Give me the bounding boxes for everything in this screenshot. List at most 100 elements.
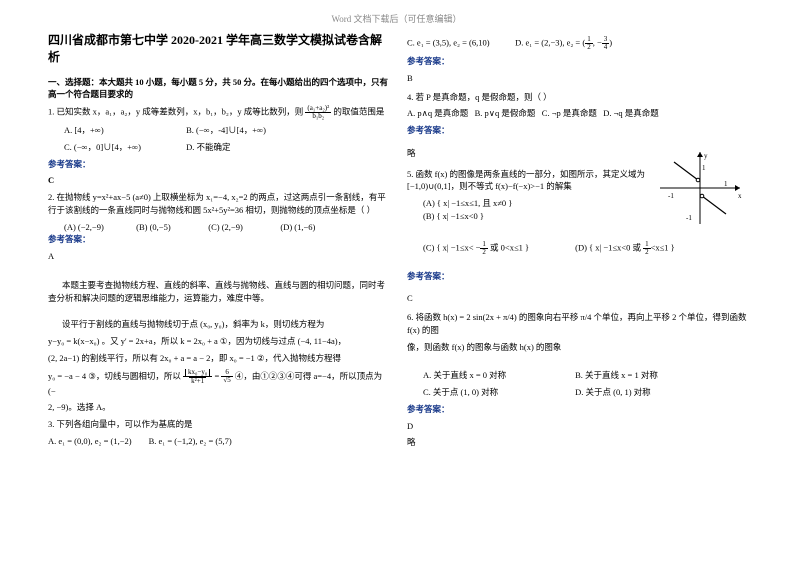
q2-A: (A) (−2,−9) xyxy=(64,221,134,234)
q1-row2: C. (−∞，0]∪[4，+∞) D. 不能确定 xyxy=(48,141,389,154)
q2-abs: kx₀−y₀ xyxy=(185,369,210,376)
q2-expl5: 2, −9)。选择 A。 xyxy=(48,401,389,414)
seg2-open xyxy=(700,194,704,198)
q6-row1: A. 关于直线 x = 0 对称 B. 关于直线 x = 1 对称 xyxy=(407,369,748,382)
q2-expl2: 设平行于割线的直线与抛物线切于点 (x₀, y₀)，斜率为 k，则切线方程为 xyxy=(48,318,389,331)
q4-C: C. ¬p 是真命题 xyxy=(542,108,597,118)
q1-optA: A. [4，+∞) xyxy=(64,124,184,137)
left-column: 四川省成都市第七中学 2020-2021 学年高三数学文模拟试卷含解析 一、选择… xyxy=(48,32,389,453)
q3-C-e1: e₁ = (3,5), e₂ = (6,10) xyxy=(417,37,490,47)
page-root: Word 文档下载后（可任意编辑） 四川省成都市第七中学 2020-2021 学… xyxy=(0,0,793,561)
q5-D: (D) { x| −1≤x<0 或 12<x≤1 } xyxy=(575,241,695,256)
q4-B: B. p∨q 是假命题 xyxy=(475,108,536,118)
q3-B-pre: B. xyxy=(149,436,159,446)
q4-opts: A. p∧q 是真命题 B. p∨q 是假命题 C. ¬p 是真命题 D. ¬q… xyxy=(407,107,748,120)
q3-D-frac1: 12 xyxy=(585,36,593,51)
q5-ans: C xyxy=(407,292,748,305)
q6-stem-a: 6. 将函数 xyxy=(407,312,443,322)
q1-ans-label: 参考答案： xyxy=(48,158,389,171)
q6-D: D. 关于点 (0, 1) 对称 xyxy=(575,386,695,399)
doc-header: Word 文档下载后（可任意编辑） xyxy=(0,12,793,25)
q3-A-e1: e₁ = (0,0), e₂ = (1,−2) xyxy=(58,436,131,446)
q4-D: D. ¬q 是真命题 xyxy=(603,108,659,118)
q3-row1: A. e₁ = (0,0), e₂ = (1,−2) B. e₁ = (−1,2… xyxy=(48,435,389,448)
q5-D-pre: (D) { x| −1≤x<0 或 xyxy=(575,242,643,252)
x-label: x xyxy=(738,192,742,200)
spacer3 xyxy=(407,137,748,143)
q6-ans2: 略 xyxy=(407,436,748,449)
q5-D-frac: 12 xyxy=(643,241,651,256)
q6-row2: C. 关于点 (1, 0) 对称 D. 关于点 (0, 1) 对称 xyxy=(407,386,748,399)
q6-stem-fx: h(x) = 2 sin(2x + π/4) xyxy=(443,312,517,322)
q4-A: A. p∧q 是真命题 xyxy=(407,108,468,118)
q4-ans-label: 参考答案： xyxy=(407,124,748,137)
q1-optB: B. (−∞，-4]∪[4，+∞) xyxy=(186,124,306,137)
q2-rhs-frac: 6 √5 xyxy=(221,369,232,384)
q2-expl4a: y₀ = −a − 4 ③，切线与圆相切，所以 xyxy=(48,371,181,381)
q6-ans-label: 参考答案： xyxy=(407,403,748,416)
right-column: C. e₁ = (3,5), e₂ = (6,10) D. e₁ = (2,−3… xyxy=(407,32,748,453)
q5-C: (C) { x| −1≤x< −12 或 0<x≤1 } xyxy=(423,241,573,256)
q2-rhs-den: √5 xyxy=(221,377,232,384)
spacer5b xyxy=(407,282,748,288)
one-y-label: 1 xyxy=(702,164,706,172)
q1-frac: (a₁+a₂)² b₁b₂ xyxy=(305,105,331,120)
q1-optD: D. 不能确定 xyxy=(186,141,306,154)
q5-C-frac: 12 xyxy=(480,241,488,256)
q2-B: (B) (0,−5) xyxy=(136,221,206,234)
q1-frac-den: b₁b₂ xyxy=(305,113,331,120)
q2-ans: A xyxy=(48,250,389,263)
q1-optC: C. (−∞，0]∪[4，+∞) xyxy=(64,141,184,154)
q5-C-pre: (C) { x| −1≤x< − xyxy=(423,242,480,252)
q2-opts: (A) (−2,−9) (B) (0,−5) (C) (2,−9) (D) (1… xyxy=(48,221,389,234)
q3-C-pre: C. xyxy=(407,37,417,47)
q2-stem: 2. 在抛物线 y=x²+ax−5 (a≠0) 上取横坐标为 x₁=−4, x₂… xyxy=(48,191,389,217)
q3-ans-label: 参考答案： xyxy=(407,55,748,68)
q2-sqrt: k²+1 xyxy=(189,377,206,385)
q3-B-e1: e₁ = (−1,2), e₂ = (5,7) xyxy=(159,436,232,446)
q5-C-mid: 或 0<x≤1 } xyxy=(488,242,529,252)
seg1-open xyxy=(696,178,700,182)
seg1 xyxy=(674,162,698,180)
q5-B: (B) { x| −1≤x<0 } xyxy=(423,210,543,223)
q3-A-pre: A. xyxy=(48,436,58,446)
q2-expl2b: y−y₀ = k(x−x₀) 。又 y' = 2x+a，所以 k = 2x₀ +… xyxy=(48,335,389,348)
q2-tan-frac: kx₀−y₀ k²+1 xyxy=(183,369,212,385)
q6-stem-c: 像，则函数 f(x) 的图象与函数 h(x) 的图象 xyxy=(407,341,748,354)
q6-B: B. 关于直线 x = 1 对称 xyxy=(575,369,695,382)
q2-expl3: (2, 2a−1) 的割线平行，所以有 2x₀ + a = a − 2，即 x₀… xyxy=(48,352,389,365)
x-arrow xyxy=(735,185,740,191)
q5-A: (A) { x| −1≤x≤1, 且 x≠0 } xyxy=(423,197,553,210)
q2-expl2a: 设平行于割线的直线与抛物线切于点 (x₀, y₀)，斜率为 k，则切线方程为 xyxy=(62,319,324,329)
q2-D: (D) (1,−6) xyxy=(280,221,350,234)
q6-C: C. 关于点 (1, 0) 对称 xyxy=(423,386,573,399)
spacer4 xyxy=(407,227,748,237)
one-label: 1 xyxy=(724,180,728,188)
q3-D-e1: e₁ = (2,−3), e₂ = ( xyxy=(525,37,585,47)
q3-ans: B xyxy=(407,72,748,85)
two-columns: 四川省成都市第七中学 2020-2021 学年高三数学文模拟试卷含解析 一、选择… xyxy=(48,32,748,453)
q2-expl4: y₀ = −a − 4 ③，切线与圆相切，所以 kx₀−y₀ k²+1 = 6 … xyxy=(48,369,389,398)
mc-section-head: 一、选择题：本大题共 10 小题，每小题 5 分，共 50 分。在每小题给出的四… xyxy=(48,76,389,102)
y-label: y xyxy=(704,152,708,160)
q3-D-close: ) xyxy=(609,37,612,47)
q3-stem: 3. 下列各组向量中，可以作为基底的是 xyxy=(48,418,389,431)
q1-row1: A. [4，+∞) B. (−∞，-4]∪[4，+∞) xyxy=(48,124,389,137)
q4-stem: 4. 若 P 是真命题，q 是假命题，则（ ） xyxy=(407,91,748,104)
q5-row2: (C) { x| −1≤x< −12 或 0<x≤1 } (D) { x| −1… xyxy=(407,241,748,256)
doc-title: 四川省成都市第七中学 2020-2021 学年高三数学文模拟试卷含解析 xyxy=(48,32,389,66)
q5-D-mid: <x≤1 } xyxy=(651,242,675,252)
q1-stem-text: 1. 已知实数 x，a₁，a₂，y 成等差数列，x，b₁，b₂，y 成等比数列，… xyxy=(48,107,303,117)
y-arrow xyxy=(697,152,703,157)
q2-tan-num: kx₀−y₀ xyxy=(183,369,212,377)
q3-D-f1d: 2 xyxy=(585,44,593,51)
q6-stem: 6. 将函数 h(x) = 2 sin(2x + π/4) 的图象向右平移 π/… xyxy=(407,311,748,337)
neg1-label: -1 xyxy=(668,192,674,200)
q6-ans: D xyxy=(407,420,748,433)
spacer2 xyxy=(48,308,389,314)
q2-C: (C) (2,−9) xyxy=(208,221,278,234)
q6-A: A. 关于直线 x = 0 对称 xyxy=(423,369,573,382)
q5-C-fd: 2 xyxy=(480,249,488,256)
q2-ans-label: 参考答案： xyxy=(48,233,389,246)
q3-D-pre: D. xyxy=(515,37,525,47)
